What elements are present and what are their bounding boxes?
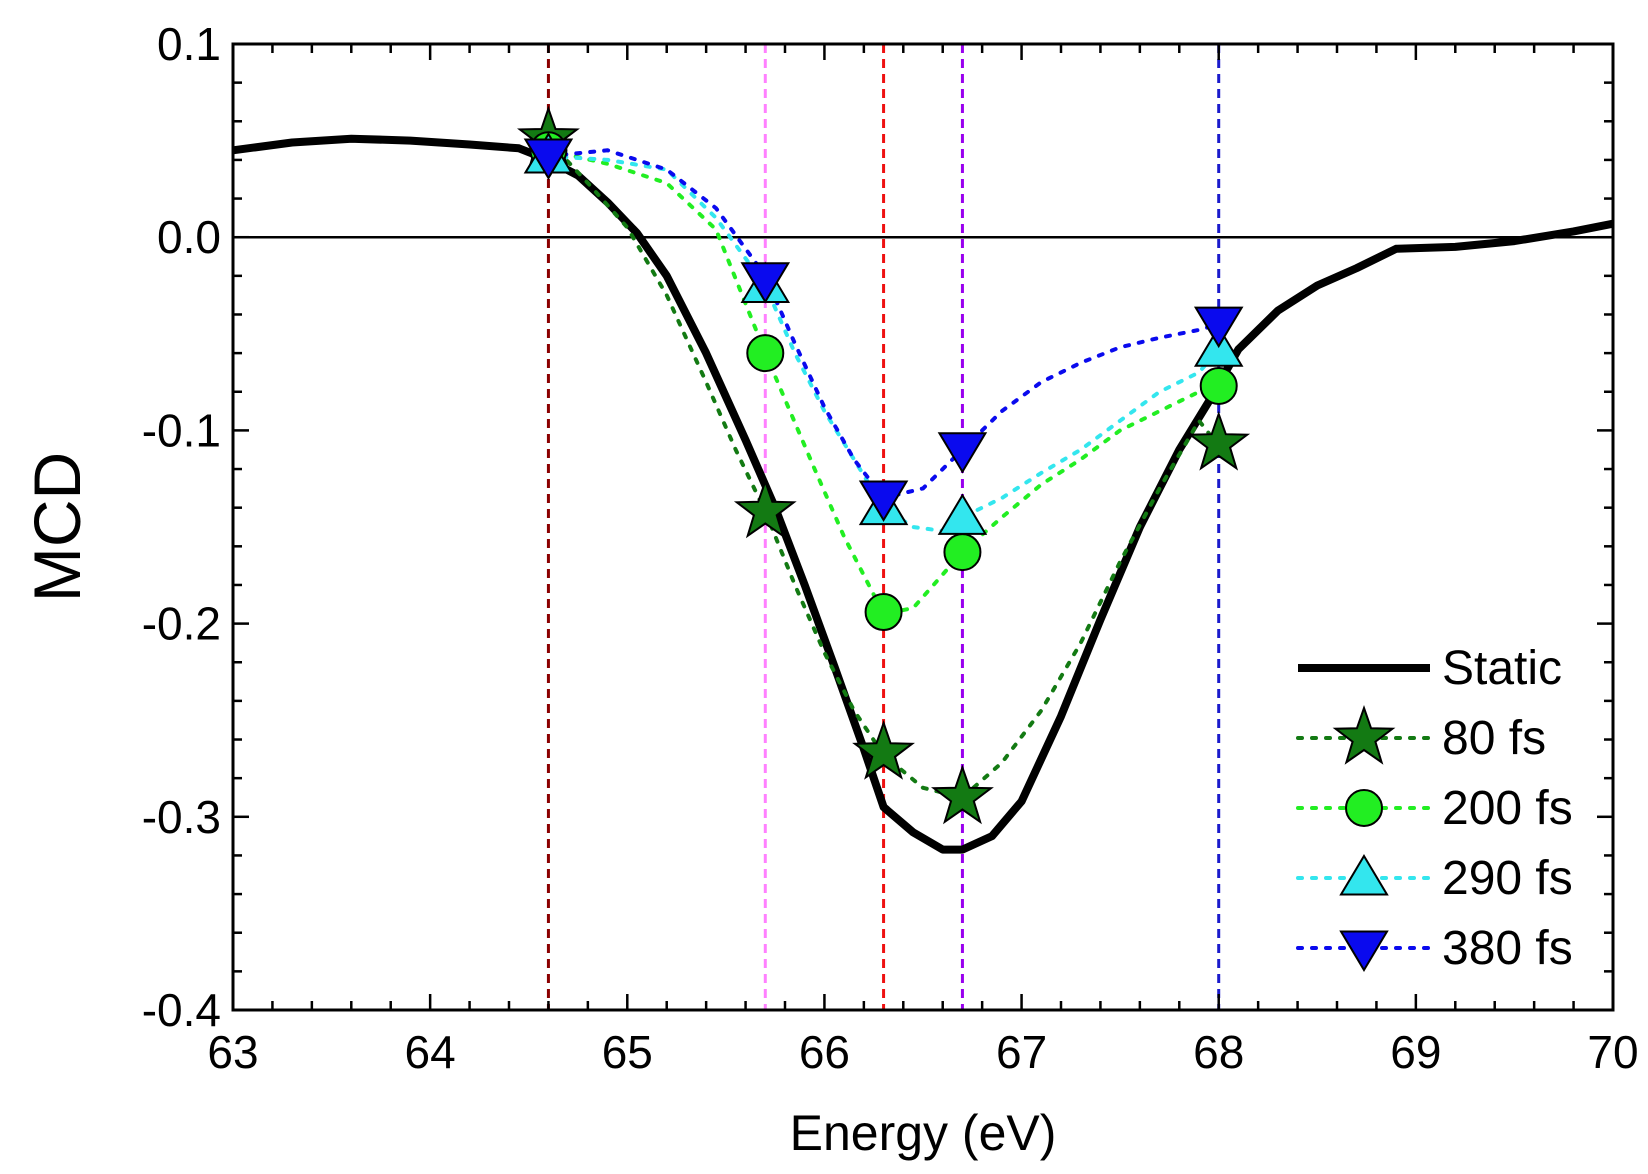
data-point-4-3 bbox=[937, 432, 988, 474]
series-layer bbox=[232, 105, 1614, 854]
legend-label-1: 80 fs bbox=[1442, 712, 1546, 765]
y-tick-label-2: -0.2 bbox=[142, 598, 221, 650]
x-tick-label-5: 68 bbox=[1193, 1026, 1244, 1078]
data-point-1-1 bbox=[733, 478, 797, 539]
x-tick-label-0: 63 bbox=[207, 1026, 258, 1078]
data-point-1-4 bbox=[1187, 410, 1251, 471]
y-tick-label-0: -0.4 bbox=[142, 984, 221, 1036]
x-tick-label-4: 67 bbox=[996, 1026, 1047, 1078]
axes bbox=[231, 42, 1615, 1012]
legend-label-4: 380 fs bbox=[1442, 922, 1573, 975]
legend-marker-3 bbox=[1339, 854, 1389, 896]
legend-marker-1 bbox=[1332, 704, 1396, 765]
series-line-1 bbox=[546, 138, 1221, 800]
data-point-4-4 bbox=[1193, 306, 1244, 349]
series-line-3 bbox=[546, 154, 1221, 533]
vertical-markers bbox=[546, 44, 1221, 1010]
y-tick-label-3: -0.1 bbox=[142, 404, 221, 456]
series-line-0 bbox=[232, 134, 1614, 854]
legend-label-2: 200 fs bbox=[1442, 782, 1573, 835]
x-axis-label: Energy (eV) bbox=[790, 1105, 1057, 1161]
plot-frame bbox=[231, 42, 1615, 1012]
data-point-1-3 bbox=[931, 764, 994, 825]
series-line-4 bbox=[546, 148, 1221, 500]
x-tick-label-1: 64 bbox=[405, 1026, 456, 1078]
data-point-2-2 bbox=[864, 593, 903, 632]
ticks: 63 64 65 66 67 68 69 70 -0.4 -0.3 -0.2 -0.1 0.0 0.1 bbox=[142, 18, 1639, 1078]
data-point-2-3 bbox=[943, 533, 982, 572]
data-point-1-2 bbox=[852, 719, 915, 780]
legend: Static 80 fs 200 fs 290 fs 380 fs bbox=[1296, 642, 1573, 975]
data-point-2-4 bbox=[1199, 366, 1238, 405]
x-tick-label-3: 66 bbox=[799, 1026, 850, 1078]
data-point-4-1 bbox=[740, 262, 791, 304]
x-tick-label-6: 69 bbox=[1390, 1026, 1441, 1078]
x-tick-label-7: 70 bbox=[1587, 1026, 1638, 1078]
series-line-2 bbox=[546, 148, 1221, 616]
y-axis-label: MCD bbox=[20, 452, 94, 602]
y-tick-label-4: 0.0 bbox=[157, 211, 221, 263]
legend-label-0: Static bbox=[1442, 642, 1562, 695]
data-point-3-3 bbox=[937, 493, 988, 535]
data-point-4-2 bbox=[858, 480, 909, 522]
data-point-2-1 bbox=[746, 334, 785, 373]
legend-marker-2 bbox=[1345, 789, 1383, 827]
legend-marker-4 bbox=[1339, 930, 1389, 972]
data-point-4-0 bbox=[523, 138, 574, 181]
legend-label-3: 290 fs bbox=[1442, 852, 1573, 905]
y-tick-label-1: -0.3 bbox=[142, 791, 221, 843]
y-tick-label-5: 0.1 bbox=[157, 18, 221, 70]
x-tick-label-2: 65 bbox=[602, 1026, 653, 1078]
